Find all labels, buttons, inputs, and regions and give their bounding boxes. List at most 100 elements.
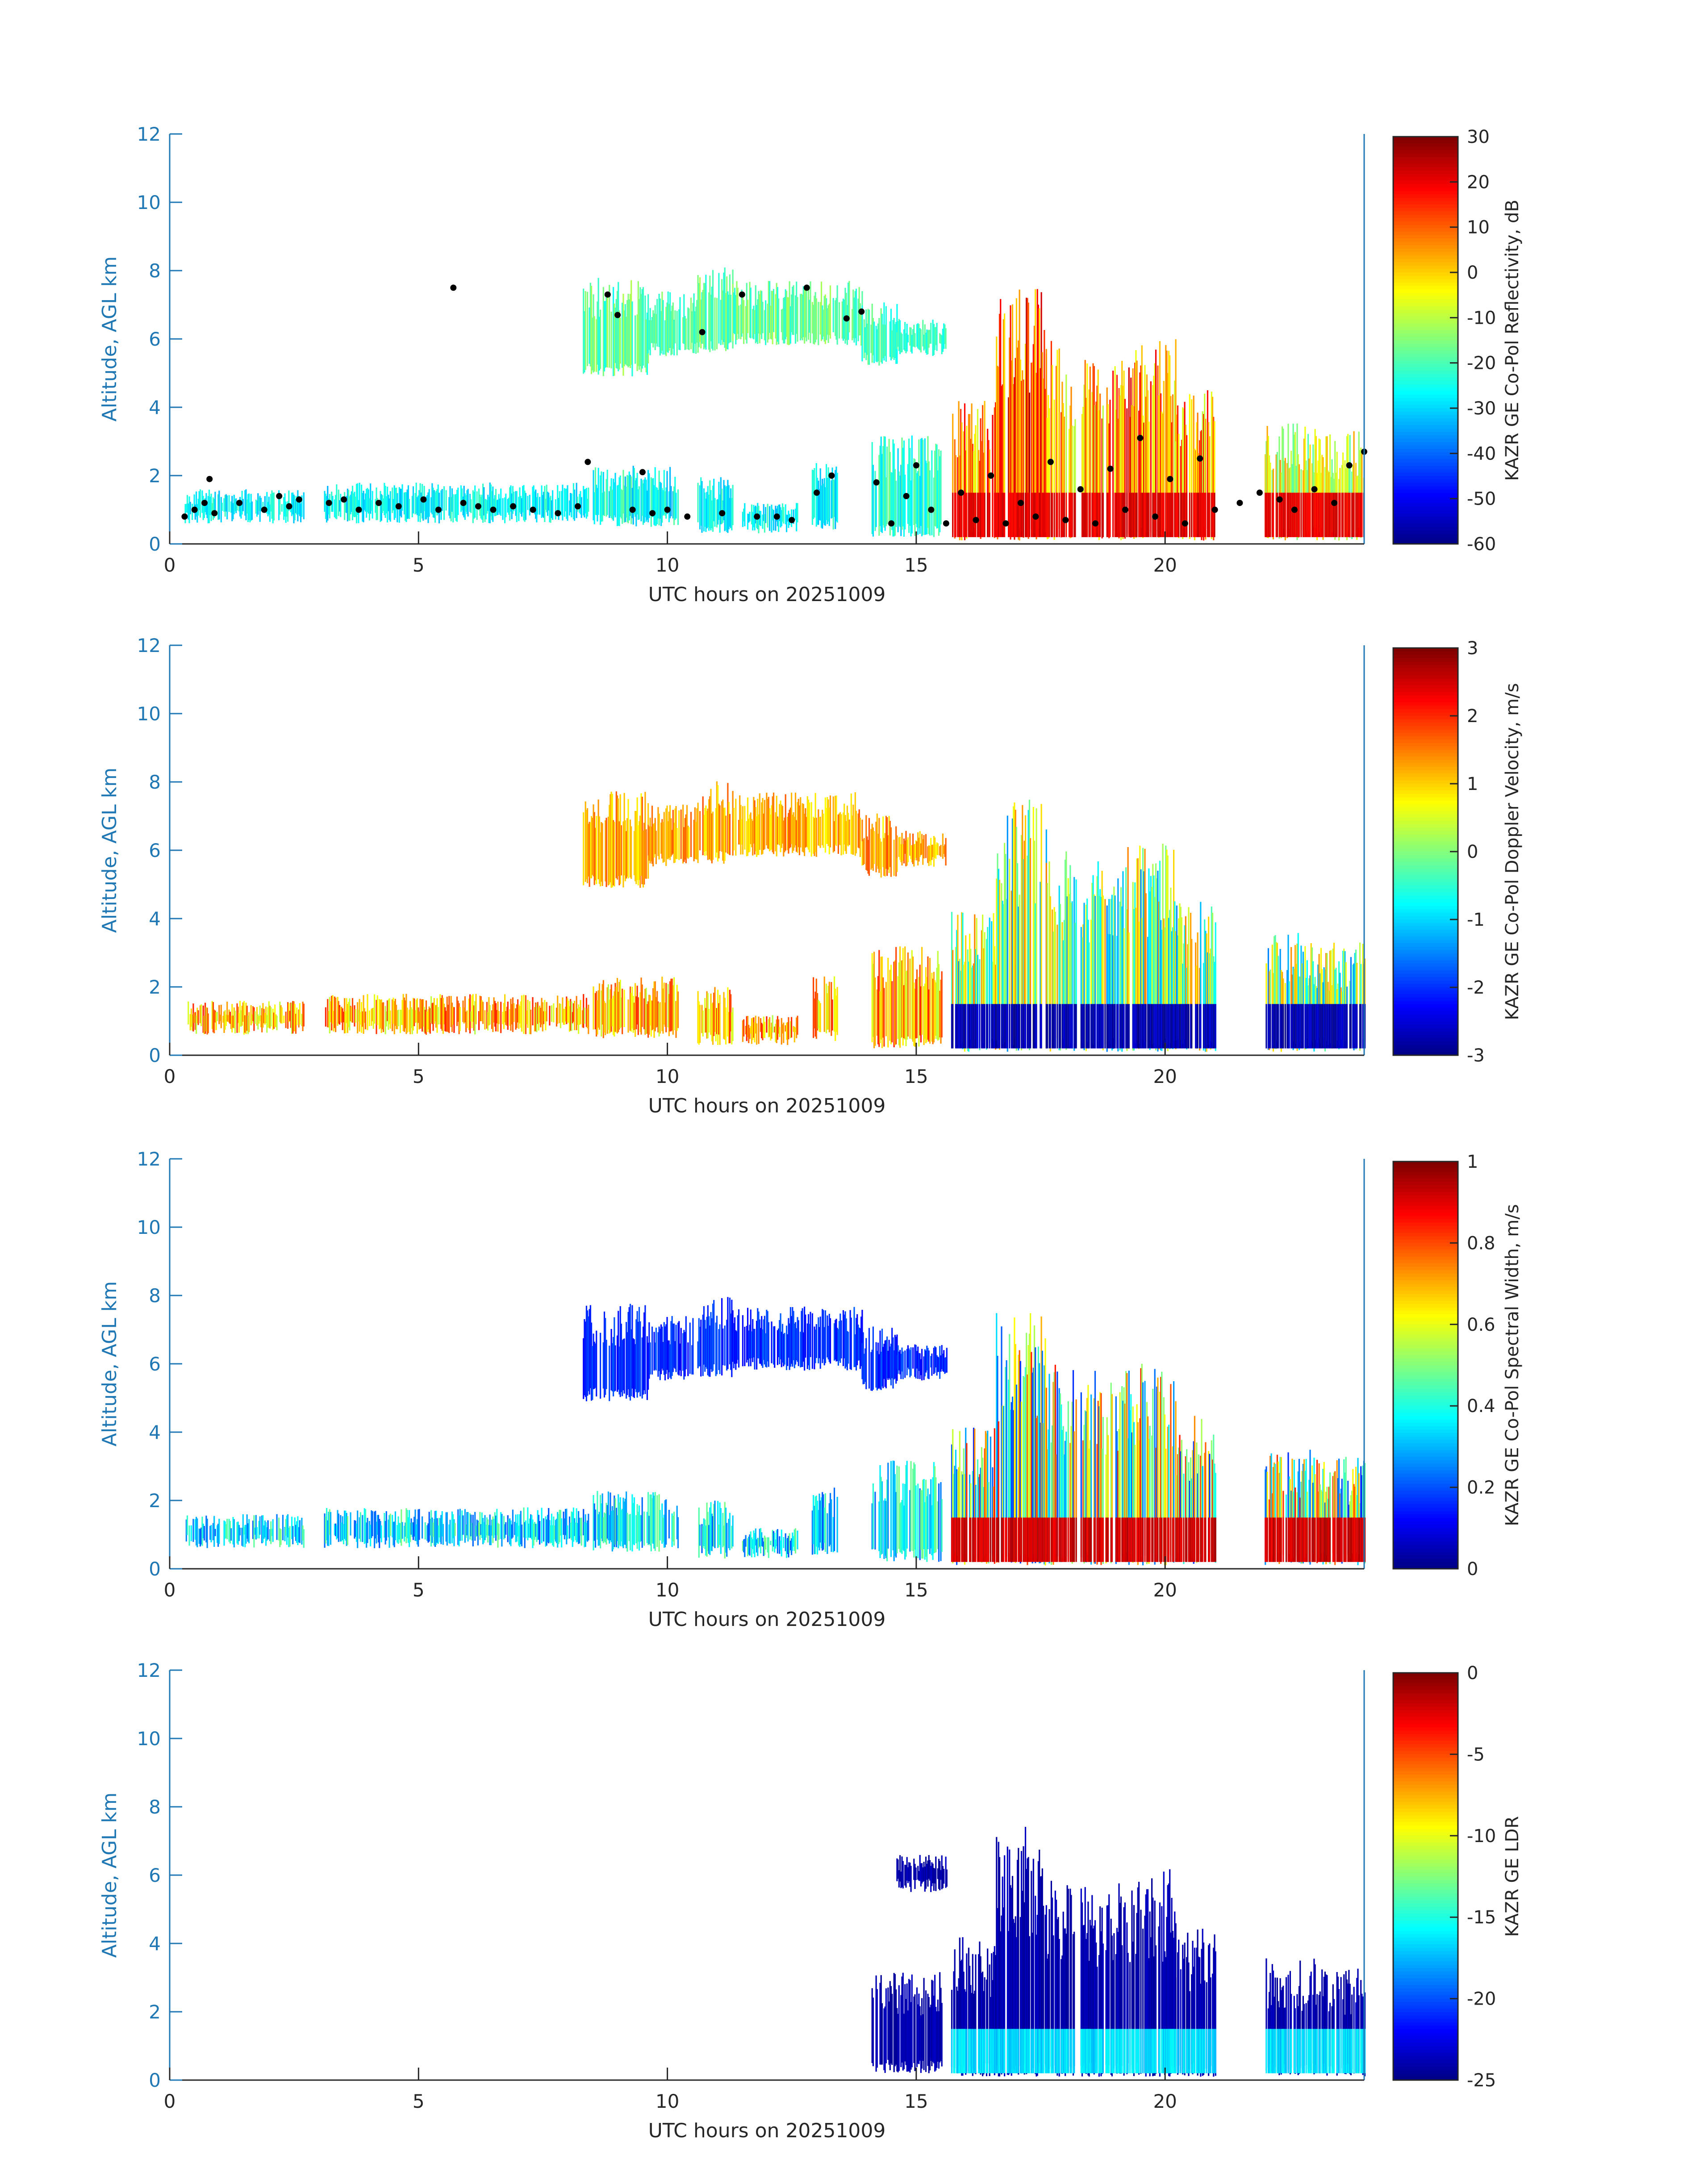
x-tick-label: 5 [413,2090,425,2112]
x-axis-label: UTC hours on 20251009 [648,2119,886,2142]
colorbar-tick-label: -1 [1467,910,1485,930]
colorbar-tick-label: -2 [1467,978,1485,998]
overlay-point [843,315,850,322]
colorbar-label: KAZR GE Co-Pol Spectral Width, m/s [1502,1204,1523,1526]
overlay-point [629,506,636,513]
overlay-point [1137,435,1144,441]
y-tick-label: 4 [149,1933,161,1955]
x-tick-label: 20 [1153,1066,1177,1087]
y-tick-label: 10 [137,1216,161,1238]
overlay-point [191,506,198,513]
echo-field [188,781,1366,1052]
overlay-point [326,500,332,506]
cloud-base-overlay [181,284,1367,527]
overlay-point [296,496,302,503]
y-tick-label: 12 [137,123,161,145]
overlay-point [604,291,611,298]
x-tick-label: 0 [164,554,176,576]
x-tick-label: 10 [656,1066,679,1087]
overlay-point [649,510,656,517]
x-tick-label: 0 [164,1066,176,1087]
x-tick-label: 5 [413,554,425,576]
overlay-point [276,493,283,499]
colorbar: 1 0.8 0.6 0.4 0.2 0 KAZR GE Co-Pol Spectral Wi… [1392,1152,1523,1579]
y-tick-label: 12 [137,635,161,656]
overlay-point [490,506,497,513]
y-tick-label: 6 [149,840,161,861]
y-tick-label: 2 [149,1490,161,1512]
axes: 0 2 4 6 8 10 12 0 5 10 15 20 [137,1148,1365,1601]
overlay-point [1346,462,1353,468]
y-tick-label: 0 [149,1558,161,1580]
overlay-point [206,476,213,482]
colorbar-tick-label: -10 [1467,308,1496,328]
overlay-point [435,506,442,513]
overlay-point [1017,500,1024,506]
x-axis-label: UTC hours on 20251009 [648,1095,886,1117]
overlay-point [211,510,218,517]
overlay-point [1152,513,1158,520]
colorbar-tick-label: -25 [1467,2070,1496,2091]
overlay-point [395,503,402,510]
colorbar-label: KAZR GE Co-Pol Doppler Velocity, m/s [1502,683,1523,1020]
overlay-point [1276,496,1283,503]
overlay-point [181,513,188,520]
colorbar-tick-label: 30 [1467,127,1490,147]
y-tick-label: 10 [137,1728,161,1750]
y-tick-label: 8 [149,771,161,793]
y-tick-label: 2 [149,976,161,998]
overlay-point [286,503,292,510]
overlay-point [530,506,536,513]
x-tick-label: 5 [413,1066,425,1087]
colorbar-tick-label: -30 [1467,398,1496,419]
colorbar-tick-label: 0.8 [1467,1233,1495,1254]
overlay-point [1182,520,1188,527]
y-tick-label: 0 [149,2069,161,2091]
y-tick-label: 2 [149,465,161,487]
x-axis-label: UTC hours on 20251009 [648,583,886,606]
overlay-point [376,500,382,506]
overlay-point [1167,476,1173,482]
overlay-point [614,312,621,318]
x-tick-label: 0 [164,2090,176,2112]
colorbar-tick-label: -15 [1467,1907,1496,1928]
colorbar-tick-label: 1 [1467,774,1478,794]
colorbar-tick-label: 0.2 [1467,1478,1495,1498]
y-tick-label: 12 [137,1659,161,1681]
overlay-point [1077,486,1084,493]
colorbar-tick-label: 0 [1467,1559,1478,1579]
overlay-point [1311,486,1318,493]
colorbar: 0 -5 -10 -15 -20 -25 KAZR GE LDR [1392,1663,1523,2091]
overlay-point [555,510,561,517]
overlay-point [1256,489,1263,496]
x-tick-label: 15 [904,1579,928,1601]
x-tick-label: 20 [1153,1579,1177,1601]
overlay-point [988,472,994,479]
overlay-point [1236,500,1243,506]
axes: 0 2 4 6 8 10 12 0 5 10 15 20 [137,635,1365,1087]
x-axis-label: UTC hours on 20251009 [648,1608,886,1631]
x-tick-label: 15 [904,1066,928,1087]
colorbar-tick-label: -3 [1467,1045,1485,1066]
overlay-point [1002,520,1009,527]
x-tick-label: 10 [656,554,679,576]
colorbar-tick-label: 1 [1467,1152,1478,1172]
x-tick-label: 10 [656,2090,679,2112]
y-tick-label: 6 [149,1864,161,1886]
overlay-point [699,329,706,335]
colorbar-label: KAZR GE LDR [1502,1816,1523,1937]
y-tick-label: 0 [149,533,161,555]
overlay-point [814,489,820,496]
colorbar-tick-label: 0 [1467,1663,1478,1684]
overlay-point [773,513,780,520]
overlay-point [719,510,726,517]
colorbar-tick-label: 20 [1467,172,1490,192]
overlay-point [664,506,671,513]
overlay-point [789,517,795,523]
overlay-point [1107,465,1114,472]
y-tick-label: 12 [137,1148,161,1170]
y-tick-label: 6 [149,328,161,350]
overlay-point [943,520,949,527]
